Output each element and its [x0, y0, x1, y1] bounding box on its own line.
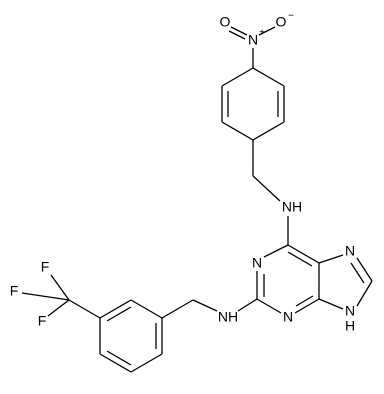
atom-label: NH [282, 199, 302, 215]
bond [356, 257, 373, 282]
bond [68, 299, 101, 319]
bond [106, 350, 132, 366]
atom-label: N [345, 243, 355, 259]
atom-label: O [220, 14, 231, 30]
bond [192, 299, 218, 312]
atom-label: NH [218, 309, 238, 325]
bonds [21, 26, 373, 373]
bond [318, 254, 344, 264]
atom-label: H [345, 318, 355, 334]
bond [356, 280, 373, 307]
bond [221, 67, 254, 87]
atom-label: F [10, 283, 19, 299]
bond [237, 298, 258, 312]
bond [252, 175, 281, 202]
bond [47, 299, 70, 317]
bond [99, 353, 132, 373]
bond [130, 353, 163, 373]
bond [50, 274, 70, 301]
bond [21, 292, 70, 301]
bond [130, 299, 163, 319]
bond [106, 306, 132, 322]
bond [256, 298, 282, 314]
atom-label: F [41, 259, 50, 275]
bond [318, 298, 344, 310]
atom-label: N [345, 303, 355, 319]
bond [287, 244, 320, 264]
bond [99, 299, 132, 319]
atom-label: N [283, 309, 293, 325]
atom-label: F [38, 313, 47, 329]
bond [230, 26, 248, 36]
bond [161, 299, 194, 319]
bond [263, 244, 289, 258]
bond [295, 295, 314, 307]
atom-label: O [276, 14, 287, 30]
bond [252, 67, 285, 87]
bond [287, 251, 313, 267]
bond [258, 26, 276, 36]
bond [221, 121, 254, 141]
bond [294, 298, 320, 314]
charge: + [259, 28, 265, 39]
bond [228, 30, 246, 40]
bond [350, 262, 365, 284]
bond [252, 121, 285, 141]
atom-label: N [252, 255, 262, 271]
atom-labels: O N + O − NH N N N N H NH F F F [10, 11, 355, 334]
atom-label: N [248, 32, 258, 48]
charge: − [288, 11, 294, 22]
